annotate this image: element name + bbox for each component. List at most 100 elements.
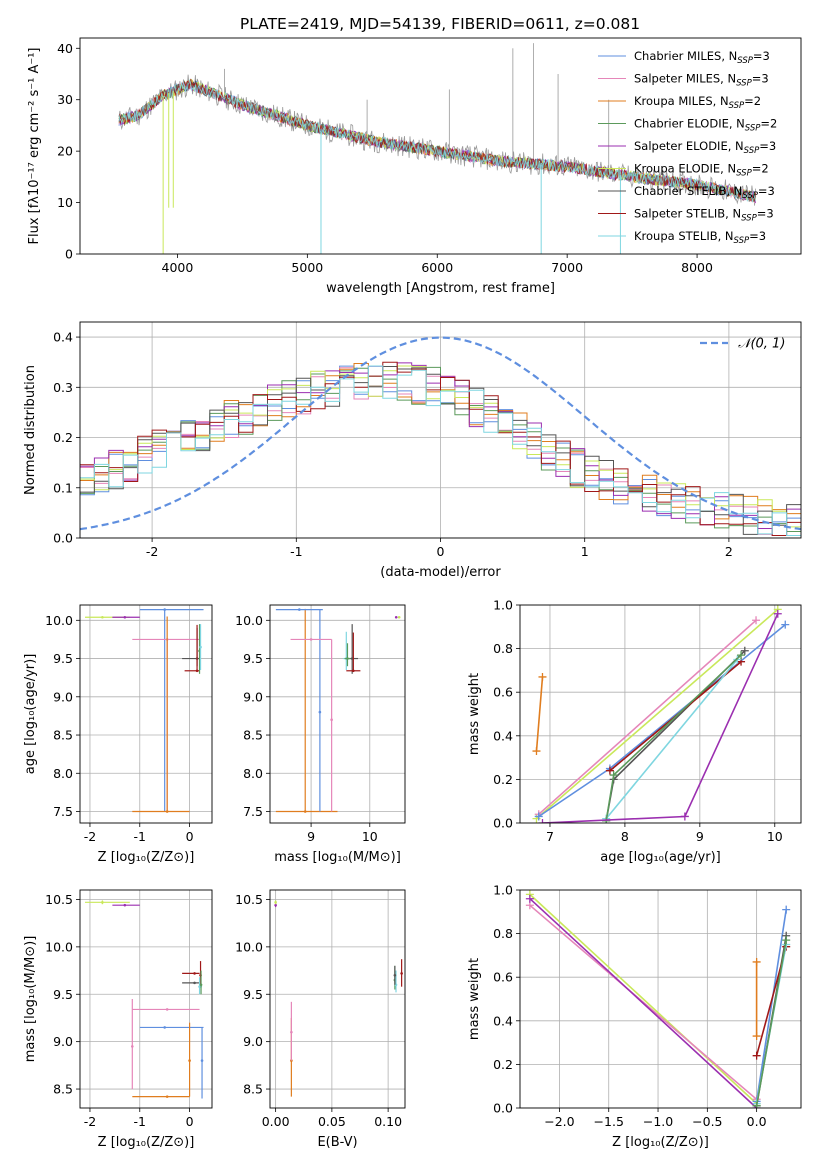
series-salpeter-elodie (538, 609, 782, 823)
axes (76, 336, 730, 542)
errorbar-chabrier-elodie (344, 643, 351, 667)
panel-age-vs-mass: 9 10 7.5 8.0 8.5 9.0 9.5 10.0 mass [log₁₀(M/M⊙)] (235, 604, 406, 865)
series-line (755, 939, 787, 1106)
gridlines (270, 890, 405, 1108)
x-tick-label: 4000 (162, 260, 194, 275)
series-line (535, 676, 544, 752)
series-line (605, 658, 738, 820)
axes (76, 47, 698, 258)
y-tick-label: 0.4 (493, 1013, 513, 1028)
x-tick-label: 0 (437, 544, 445, 559)
x-tick-label: -1 (134, 1114, 146, 1129)
gridlines (80, 322, 801, 538)
axes (76, 619, 190, 827)
series-kroupa-miles (532, 672, 547, 756)
errorbar-point (199, 645, 202, 649)
errorbar-salpeter-elodie (112, 615, 140, 619)
series-marker (534, 812, 543, 821)
series-marker (781, 620, 790, 629)
errorbar-salpeter-stelib (346, 632, 361, 673)
plot-area (118, 43, 756, 254)
legend-entry-kroupa-stelib: Kroupa STELIB, NSSP=3 (634, 229, 766, 246)
errorbar-point (163, 608, 166, 611)
legend-tail: =2 (752, 162, 769, 176)
legend-subscript: SSP (741, 214, 757, 224)
y-tick-label: 0.6 (493, 970, 513, 985)
panel-residuals: -2 -1 0 1 2 0.0 0.1 0.2 0.3 0.4 (data-model)/error… (23, 321, 802, 580)
series-line (542, 613, 779, 823)
series-marker (532, 747, 541, 756)
plot-area (520, 890, 801, 1108)
legend-subscript: SSP (745, 124, 761, 134)
x-tick-label: 6000 (421, 260, 453, 275)
legend-subscript: SSP (742, 191, 758, 201)
errorbar-kroupa-miles (132, 1095, 190, 1098)
legend-entry-chabrier-stelib: Chabrier STELIB, NSSP=3 (634, 184, 775, 201)
plot-area (270, 890, 405, 1108)
series-marker (782, 936, 791, 945)
errorbar-point (165, 1095, 169, 1098)
y-tick-label: 9.0 (243, 689, 263, 704)
errorbar-kroupa-elodie (84, 900, 130, 905)
y-tick-label: 9.5 (53, 651, 73, 666)
legend-entry-kroupa-miles: Kroupa MILES, NSSP=2 (634, 94, 761, 111)
legend-entry-kroupa-elodie: Kroupa ELODIE, NSSP=2 (634, 162, 769, 179)
x-tick-label: 9 (307, 829, 315, 844)
errorbar-point (290, 1030, 293, 1034)
errorbar-chabrier-miles (200, 1027, 204, 1099)
series-line (529, 893, 758, 1105)
errorbar-chabrier-stelib (393, 965, 397, 985)
series-marker (773, 609, 782, 618)
axes (266, 899, 389, 1112)
series-line (529, 898, 758, 1108)
legend-subscript: SSP (736, 169, 752, 179)
y-tick-label: 9.5 (53, 987, 73, 1002)
errorbar-salpeter-stelib (400, 959, 403, 987)
panel-mass-vs-EBV: 0.00 0.05 0.10 8.5 9.0 9.5 10.0 10.5 E(B-V) (235, 889, 406, 1150)
series-chabrier-elodie (752, 936, 791, 1108)
y-axis-label: mass [log₁₀(M/M⊙)] (23, 936, 38, 1063)
x-tick-label: −1.5 (594, 1114, 624, 1129)
y-tick-label: 0.0 (53, 531, 73, 546)
plot-area (270, 605, 405, 823)
errorbar-point (397, 615, 401, 619)
axes-frame (79, 889, 213, 1109)
axes-frame (519, 604, 802, 824)
gridlines (520, 890, 801, 1108)
axes-frame (519, 889, 802, 1109)
legend-entry-salpeter-miles: Salpeter MILES, NSSP=3 (634, 72, 769, 89)
legend-tail: =3 (759, 139, 776, 153)
errorbar-salpeter-miles (330, 639, 333, 812)
x-tick-label: 0 (186, 829, 194, 844)
errorbar-salpeter-stelib (182, 972, 200, 975)
errorbar-point (131, 1045, 134, 1048)
y-tick-label: 7.5 (53, 804, 73, 819)
series-salpeter-miles (534, 616, 761, 819)
legend-tail: =3 (752, 72, 769, 86)
y-tick-label: 0.0 (493, 816, 513, 831)
plot-area (80, 890, 212, 1108)
errorbar-chabrier-elodie (199, 970, 203, 995)
x-axis-label: age [log₁₀(age/yr)] (600, 850, 721, 865)
y-tick-label: 1.0 (493, 883, 513, 898)
errorbar-salpeter-miles (290, 638, 332, 641)
series-salpeter-stelib (752, 942, 791, 1060)
y-tick-label: 0 (65, 247, 73, 262)
errorbar-point (303, 810, 307, 813)
x-tick-label: 8 (621, 829, 629, 844)
x-tick-label: 10 (767, 829, 783, 844)
y-tick-label: 10 (57, 195, 73, 210)
errorbar-point (200, 1059, 204, 1062)
series-marker (752, 1032, 761, 1041)
axes-frame (269, 889, 406, 1109)
y-tick-label: 8.5 (53, 728, 73, 743)
errorbar-point (195, 669, 199, 673)
x-tick-label: 10 (362, 829, 378, 844)
y-tick-label: 9.5 (243, 651, 263, 666)
legend-tail: =2 (744, 94, 761, 108)
y-tick-label: 0.4 (53, 330, 73, 345)
y-axis-label: mass weight (467, 673, 482, 755)
errorbar-point (188, 1059, 191, 1062)
panel-age-vs-Z: -2 -1 0 7.5 8.0 8.5 9.0 9.5 10.0 Z [log₁₀(Z/Z⊙)] a… (23, 604, 213, 865)
gridlines (270, 605, 405, 823)
